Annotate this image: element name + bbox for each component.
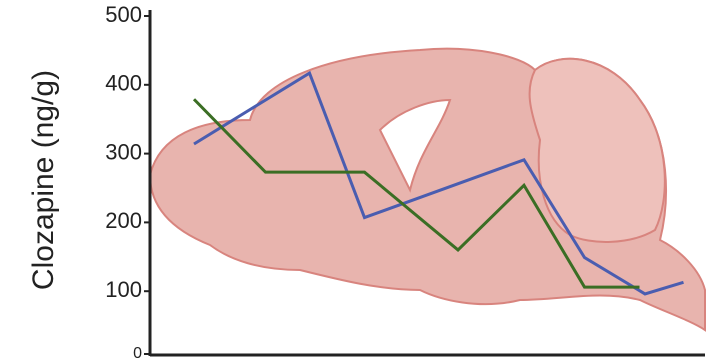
line-series xyxy=(193,70,684,296)
line-series xyxy=(192,98,640,289)
brain-illustration xyxy=(148,47,706,332)
y-tick-label: 200 xyxy=(105,208,142,233)
y-tick-label: 100 xyxy=(105,277,142,302)
y-tick-label: 500 xyxy=(105,2,142,27)
y-tick-label: 0 xyxy=(133,345,142,362)
y-axis-label: Clozapine (ng/g) xyxy=(27,70,60,290)
y-tick-label: 300 xyxy=(105,139,142,164)
y-tick-label: 400 xyxy=(105,71,142,96)
